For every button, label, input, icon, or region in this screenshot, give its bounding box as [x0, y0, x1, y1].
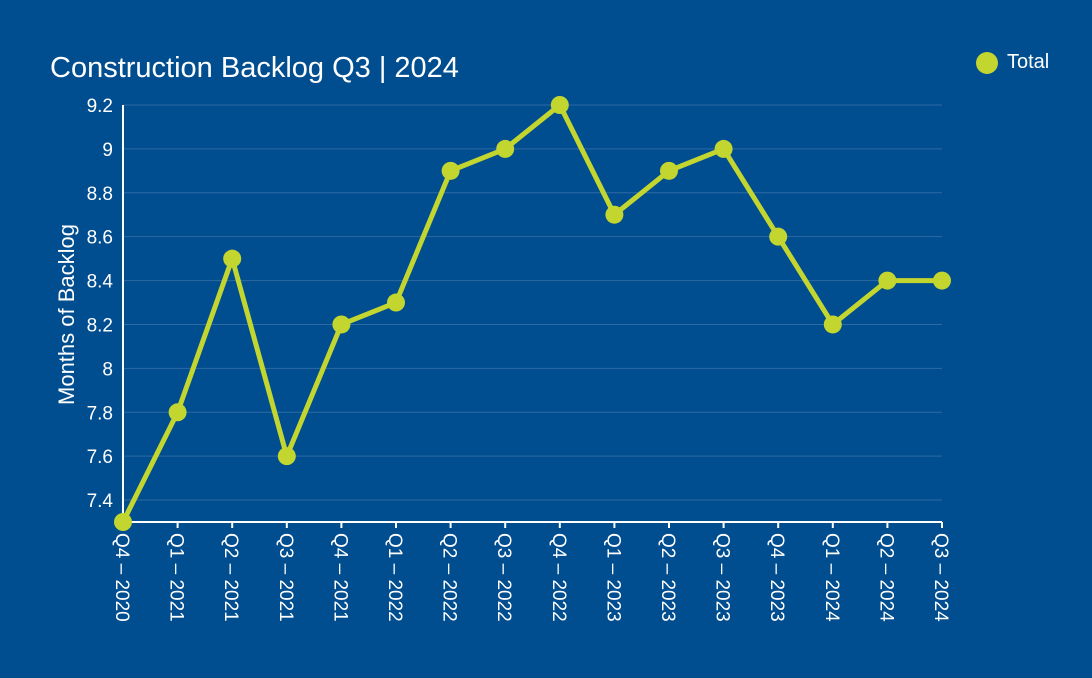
data-point: [114, 513, 132, 531]
x-tick-label: Q1 – 2022: [384, 533, 405, 622]
x-tick-label: Q4 – 2023: [766, 533, 787, 622]
data-point: [223, 249, 242, 268]
data-point: [277, 447, 296, 466]
x-tick-label: Q1 – 2024: [821, 533, 842, 622]
y-tick-label: 7.6: [87, 447, 113, 468]
x-tick-label: Q2 – 2021: [220, 533, 241, 622]
y-tick-label: 9: [102, 140, 113, 161]
x-tick-label: Q4 – 2021: [329, 533, 350, 622]
x-tick-label: Q2 – 2022: [439, 533, 460, 622]
y-tick-label: 8.8: [87, 184, 113, 205]
x-tick-label: Q4 – 2022: [548, 533, 569, 622]
y-tick-label: 7.4: [87, 491, 114, 512]
data-point: [168, 403, 187, 422]
legend-label-total: Total: [1007, 51, 1050, 73]
data-point: [878, 271, 897, 290]
x-tick-label: Q3 – 2022: [493, 533, 514, 622]
data-point: [550, 96, 569, 114]
x-tick-label: Q4 – 2020: [111, 533, 132, 622]
data-point: [605, 205, 624, 224]
x-tick-label: Q3 – 2023: [712, 533, 733, 622]
x-tick-label: Q1 – 2023: [602, 533, 623, 622]
y-tick-label: 7.8: [87, 403, 113, 424]
x-tick-label: Q1 – 2021: [166, 533, 187, 622]
x-tick-label: Q3 – 2021: [275, 533, 296, 622]
legend-marker: [976, 51, 998, 74]
x-tick-label: Q3 – 2024: [930, 533, 951, 622]
data-point: [714, 139, 733, 158]
data-point: [769, 227, 788, 246]
x-tick-label: Q2 – 2023: [657, 533, 678, 622]
data-point: [387, 293, 405, 312]
data-point: [332, 315, 351, 334]
chart-title: Construction Backlog Q3 | 2024: [50, 52, 459, 84]
series-line-0: [120, 102, 942, 524]
data-point: [660, 161, 678, 180]
legend: Total: [976, 51, 1049, 74]
data-point: [933, 271, 951, 290]
data-point: [441, 161, 460, 180]
y-tick-label: 8.6: [87, 228, 113, 249]
data-point: [823, 315, 842, 334]
y-tick-label: 8.4: [87, 272, 114, 293]
y-tick-label: 8: [102, 359, 113, 380]
x-tick-label: Q2 – 2024: [875, 533, 896, 622]
data-point: [496, 139, 515, 158]
y-tick-label: 8.2: [87, 315, 113, 336]
y-tick-label: 9.2: [87, 96, 113, 117]
y-axis-label: Months of Backlog: [54, 224, 79, 405]
